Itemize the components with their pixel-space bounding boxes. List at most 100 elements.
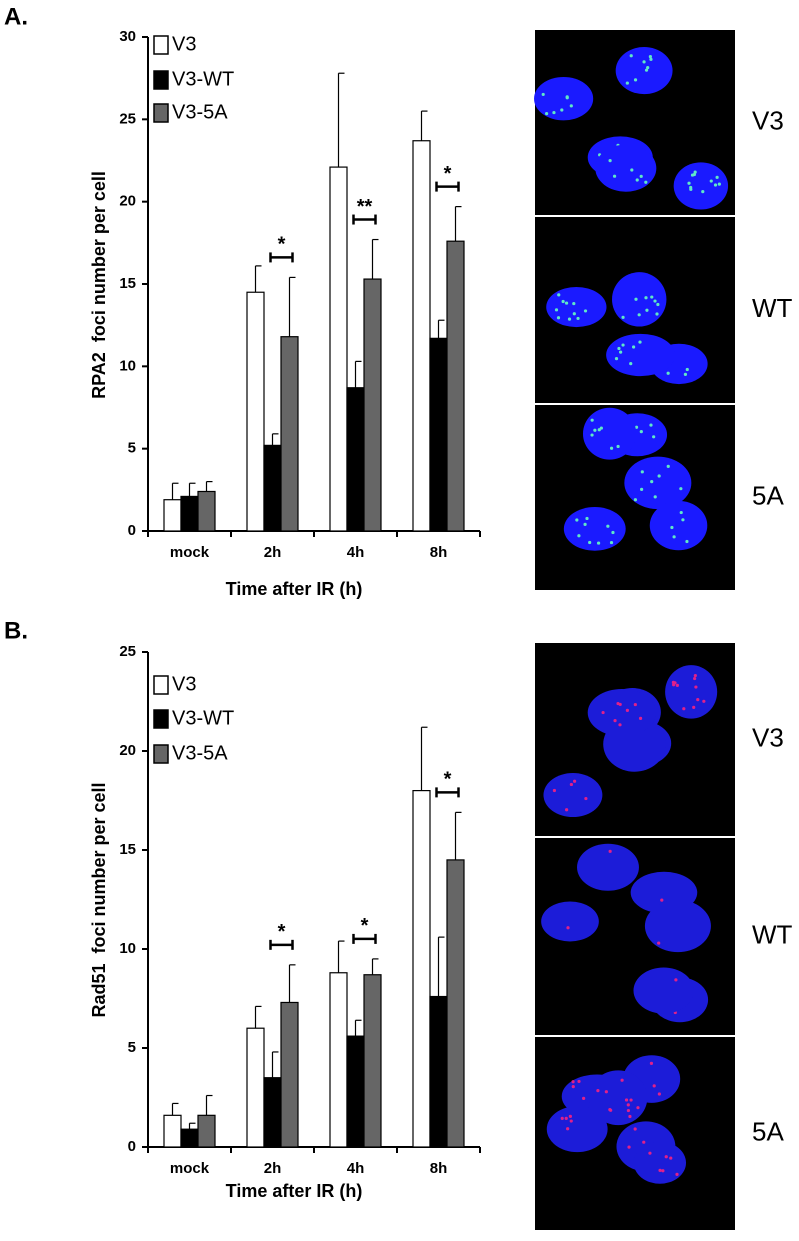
error-bar — [205, 481, 213, 492]
focus — [693, 673, 697, 678]
bar — [346, 1035, 365, 1148]
focus — [576, 316, 580, 321]
sig-label: * — [278, 234, 286, 256]
focus — [661, 1169, 665, 1173]
legend-swatch — [153, 744, 169, 764]
bar — [446, 859, 465, 1148]
focus — [590, 433, 594, 437]
nucleus — [615, 47, 673, 95]
bar — [346, 387, 365, 532]
label-bg — [735, 217, 795, 403]
y-tick-label: 15 — [119, 275, 136, 292]
focus — [692, 172, 697, 177]
focus — [670, 525, 674, 530]
focus — [644, 296, 648, 300]
focus — [620, 1078, 624, 1082]
focus — [673, 681, 677, 685]
legend-swatch — [153, 709, 169, 729]
error-bar — [205, 1094, 213, 1116]
focus — [552, 110, 556, 115]
focus — [649, 1061, 654, 1065]
focus — [653, 495, 657, 499]
error-bar — [254, 265, 262, 293]
legend-swatch — [153, 70, 169, 90]
focus — [596, 541, 601, 545]
bar — [280, 336, 299, 532]
focus — [569, 1119, 573, 1123]
nucleus — [543, 773, 603, 818]
bar — [363, 278, 382, 532]
x-tick-label: 2h — [264, 1160, 282, 1177]
x-tick-label: mock — [170, 1160, 210, 1177]
image-label: WT — [752, 919, 793, 949]
focus — [683, 372, 688, 376]
nucleus — [606, 333, 675, 377]
bar — [429, 995, 448, 1148]
focus — [685, 367, 689, 372]
focus — [696, 698, 700, 702]
focus — [635, 178, 639, 182]
focus — [687, 181, 691, 185]
bar — [446, 240, 465, 532]
focus — [666, 371, 670, 375]
sig-label: * — [444, 769, 452, 791]
error-bar — [288, 964, 296, 1003]
x-tick-label: 4h — [347, 1160, 365, 1177]
y-tick-label: 5 — [128, 440, 136, 457]
focus — [541, 92, 545, 97]
focus — [642, 60, 646, 64]
y-axis-label: RPA2 foci number per cell — [89, 171, 109, 399]
error-bar — [454, 206, 462, 242]
image-label: 5A — [752, 1116, 784, 1146]
sig-label: * — [444, 163, 452, 185]
focus — [608, 159, 612, 163]
nucleus — [612, 272, 667, 327]
error-bar — [188, 482, 196, 497]
focus — [636, 1106, 640, 1110]
focus — [552, 788, 557, 793]
image-label: V3 — [752, 105, 784, 135]
focus — [648, 55, 652, 59]
focus — [571, 1085, 575, 1089]
focus — [660, 898, 664, 902]
bar — [412, 789, 431, 1148]
x-axis-label: Time after IR (h) — [226, 579, 363, 599]
legend-label: V3-5A — [172, 101, 228, 123]
sig-label: * — [278, 921, 286, 943]
nucleus — [587, 688, 657, 737]
focus — [629, 1098, 633, 1102]
focus — [567, 317, 572, 321]
panel-label: A. — [4, 3, 28, 30]
bar — [197, 1114, 216, 1148]
focus — [583, 522, 587, 526]
focus — [645, 308, 649, 312]
nucleus — [595, 144, 657, 192]
focus — [657, 941, 661, 945]
focus — [625, 81, 629, 85]
error-bar — [420, 110, 428, 141]
y-tick-label: 30 — [119, 28, 136, 45]
error-bar — [337, 72, 345, 168]
focus — [584, 796, 588, 801]
x-tick-label: 2h — [264, 544, 282, 561]
y-tick-label: 5 — [128, 1039, 136, 1056]
focus — [630, 168, 634, 172]
focus — [693, 170, 697, 174]
y-tick-label: 0 — [128, 522, 136, 539]
focus — [692, 705, 696, 709]
bar — [263, 1077, 282, 1148]
focus — [632, 345, 636, 349]
focus — [626, 1103, 630, 1107]
focus — [642, 1140, 646, 1144]
bar — [246, 1027, 265, 1148]
focus — [628, 1114, 632, 1119]
focus — [639, 430, 643, 434]
focus — [577, 1079, 581, 1084]
bar — [163, 499, 182, 532]
focus — [644, 68, 649, 72]
focus — [609, 446, 614, 450]
focus — [545, 112, 549, 116]
focus — [653, 299, 657, 303]
focus — [634, 425, 639, 429]
error-bar — [337, 940, 345, 973]
